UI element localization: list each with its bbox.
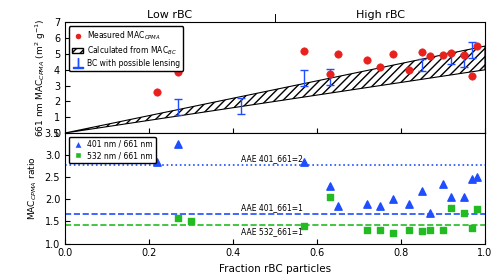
Point	[448, 195, 456, 199]
Point	[376, 204, 384, 208]
Point	[388, 197, 396, 202]
Point	[388, 230, 396, 235]
Point	[426, 54, 434, 59]
Point	[376, 64, 384, 69]
Y-axis label: MAC$_{CPMA}$ ratio: MAC$_{CPMA}$ ratio	[26, 157, 39, 220]
Point	[174, 142, 182, 146]
Point	[468, 226, 476, 230]
Point	[406, 228, 413, 233]
Point	[326, 71, 334, 76]
Point	[154, 90, 162, 94]
Point	[468, 177, 476, 182]
Point	[460, 195, 468, 199]
Point	[426, 210, 434, 215]
Point	[326, 195, 334, 199]
Point	[439, 228, 447, 233]
Text: High rBC: High rBC	[356, 10, 405, 20]
Point	[406, 67, 413, 72]
Point	[439, 53, 447, 57]
Point	[418, 229, 426, 234]
Point	[426, 228, 434, 233]
Point	[406, 202, 413, 206]
Point	[364, 57, 372, 62]
Point	[418, 188, 426, 193]
Point	[448, 51, 456, 55]
Point	[174, 70, 182, 74]
Point	[418, 49, 426, 54]
Point	[364, 228, 372, 233]
Text: A): A)	[74, 30, 87, 40]
Point	[364, 202, 372, 206]
Point	[334, 204, 342, 208]
Point	[472, 207, 480, 211]
Point	[154, 160, 162, 164]
Point	[439, 182, 447, 186]
Point	[300, 160, 308, 164]
Legend: 401 nm / 661 nm, 532 nm / 661 nm: 401 nm / 661 nm, 532 nm / 661 nm	[69, 137, 156, 163]
Point	[472, 175, 480, 179]
Text: AAE 401_661=1: AAE 401_661=1	[242, 203, 304, 212]
Point	[460, 53, 468, 57]
Text: AAE 401_661=2: AAE 401_661=2	[242, 155, 304, 164]
Point	[187, 219, 195, 224]
Point	[376, 228, 384, 233]
Point	[300, 49, 308, 53]
Point	[448, 206, 456, 211]
Point	[300, 224, 308, 228]
Point	[460, 210, 468, 215]
Point	[326, 184, 334, 188]
Point	[468, 74, 476, 78]
Text: AAE 532_661=1: AAE 532_661=1	[242, 227, 304, 236]
Legend: Measured MAC$_{CPMA}$, Calculated from MAC$_{BC}$, BC with possible lensing: Measured MAC$_{CPMA}$, Calculated from M…	[69, 26, 184, 71]
Y-axis label: 661 nm MAC$_{CPMA}$ (m$^2$ g$^{-1}$): 661 nm MAC$_{CPMA}$ (m$^2$ g$^{-1}$)	[34, 18, 48, 137]
Point	[472, 44, 480, 48]
X-axis label: Fraction rBC particles: Fraction rBC particles	[219, 264, 331, 274]
Text: B): B)	[74, 139, 87, 148]
Polygon shape	[65, 46, 485, 133]
Point	[388, 52, 396, 56]
Point	[174, 216, 182, 220]
Text: Low rBC: Low rBC	[148, 10, 192, 20]
Point	[334, 52, 342, 56]
